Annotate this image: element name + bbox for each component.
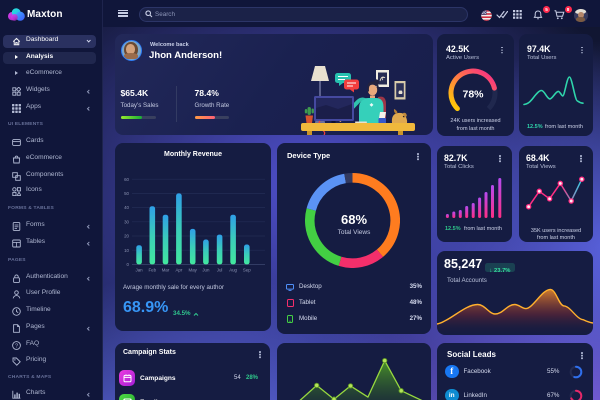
svg-text:78%: 78%	[462, 88, 484, 100]
svg-text:Jul: Jul	[217, 268, 223, 273]
svg-text:May: May	[189, 268, 198, 273]
svg-text:10: 10	[124, 248, 129, 253]
svg-text:Jun: Jun	[202, 268, 210, 273]
svg-text:?: ?	[15, 343, 18, 349]
svg-text:Apr: Apr	[175, 268, 182, 273]
svg-text:Jan: Jan	[136, 268, 144, 273]
svg-text:Feb: Feb	[149, 268, 157, 273]
svg-text:Sep: Sep	[243, 268, 251, 273]
svg-text:Aug: Aug	[229, 268, 237, 273]
svg-text:Mar: Mar	[162, 268, 170, 273]
svg-text:50: 50	[124, 191, 129, 196]
svg-text:30: 30	[124, 219, 129, 224]
svg-text:20: 20	[124, 234, 129, 239]
svg-text:0: 0	[127, 262, 130, 267]
svg-text:60: 60	[124, 177, 129, 182]
svg-text:40: 40	[124, 205, 129, 210]
